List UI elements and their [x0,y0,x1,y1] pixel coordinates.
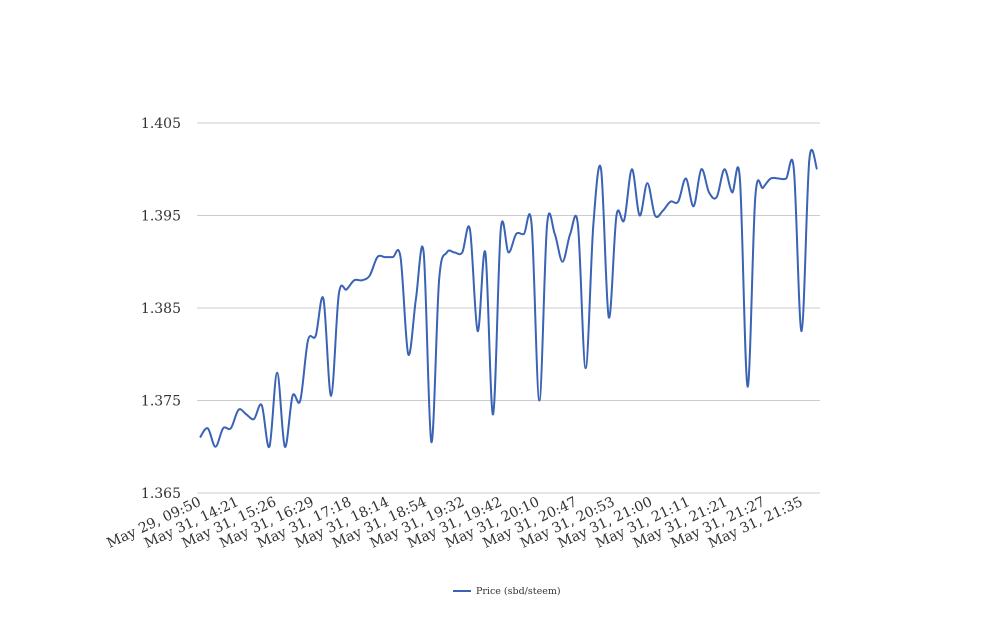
y-tick-label: 1.375 [141,394,181,410]
series-line-price [199,149,818,448]
legend: Price (sbd/steem) [453,586,561,597]
y-tick-label: 1.365 [141,486,181,502]
gridlines [197,122,820,494]
legend-label-price: Price (sbd/steem) [476,586,561,597]
y-tick-label: 1.405 [141,116,181,132]
y-tick-label: 1.395 [141,209,181,225]
y-tick-label: 1.385 [141,301,181,317]
series-layer [199,149,818,448]
y-axis-tick-labels: 1.405 1.395 1.385 1.375 1.365 [141,116,181,502]
